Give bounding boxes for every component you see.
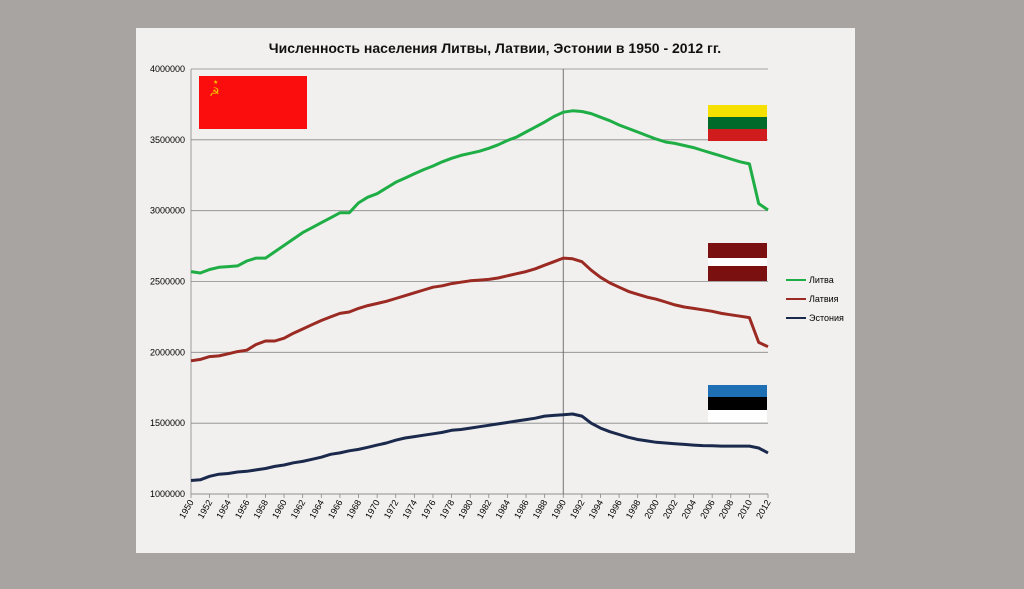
- chart-title: Численность населения Литвы, Латвии, Эст…: [269, 40, 721, 56]
- x-tick-label: 2000: [642, 498, 661, 520]
- x-tick-label: 2010: [735, 498, 754, 520]
- x-tick-label: 1988: [531, 498, 550, 520]
- legend-label: Латвия: [809, 294, 839, 304]
- x-tick-label: 1952: [196, 498, 215, 520]
- x-tick-label: 1996: [605, 498, 624, 520]
- x-tick-label: 1950: [177, 498, 196, 520]
- x-tick-label: 1994: [587, 498, 606, 520]
- series-line-Латвия: [190, 256, 769, 363]
- legend: Литва Латвия Эстония: [786, 275, 844, 323]
- ussr-flag: ☭ ★: [199, 76, 307, 129]
- x-tick-label: 1960: [270, 498, 289, 520]
- x-tick-label: 1968: [345, 498, 364, 520]
- x-tick-label: 1986: [512, 498, 531, 520]
- chart-card: Численность населения Литвы, Латвии, Эст…: [136, 28, 855, 553]
- y-tick-label: 1500000: [150, 418, 185, 428]
- legend-label: Эстония: [809, 313, 844, 323]
- x-tick-label: 1966: [326, 498, 345, 520]
- series-line-Эстония: [190, 412, 769, 482]
- x-tick-label: 1980: [456, 498, 475, 520]
- x-tick-label: 1972: [382, 498, 401, 520]
- y-tick-label: 2000000: [150, 347, 185, 357]
- legend-label: Литва: [809, 275, 834, 285]
- x-axis: 1950 1952 1954 1956 1958 1960 1962 1964 1966 1968…: [177, 493, 773, 520]
- y-axis: 1000000 1500000 2000000 2500000 3000000 35000…: [150, 64, 192, 499]
- estonia-flag: [708, 385, 767, 422]
- y-tick-label: 1000000: [150, 489, 185, 499]
- y-tick-label: 2500000: [150, 277, 185, 287]
- y-tick-label: 4000000: [150, 64, 185, 74]
- x-tick-label: 1962: [289, 498, 308, 520]
- x-tick-label: 2004: [680, 498, 699, 520]
- x-tick-label: 1958: [252, 498, 271, 520]
- x-tick-label: 1992: [568, 498, 587, 520]
- x-tick-label: 1964: [307, 498, 326, 520]
- gridlines: [191, 68, 768, 495]
- x-tick-label: 1970: [363, 498, 382, 520]
- x-tick-label: 1954: [214, 498, 233, 520]
- x-tick-label: 1990: [549, 498, 568, 520]
- series-lines: [190, 109, 769, 482]
- x-tick-label: 2012: [754, 498, 773, 520]
- x-tick-label: 2006: [698, 498, 717, 520]
- line-chart: Численность населения Литвы, Латвии, Эст…: [150, 40, 844, 520]
- x-tick-label: 1978: [438, 498, 457, 520]
- x-tick-label: 2008: [717, 498, 736, 520]
- x-tick-label: 1984: [493, 498, 512, 520]
- x-tick-label: 2002: [661, 498, 680, 520]
- latvia-flag: [708, 243, 767, 281]
- x-tick-label: 1998: [624, 498, 643, 520]
- x-tick-label: 1976: [419, 498, 438, 520]
- x-tick-label: 1982: [475, 498, 494, 520]
- lithuania-flag: [708, 105, 767, 141]
- hammer-sickle-icon: ☭: [209, 85, 220, 99]
- x-tick-label: 1974: [400, 498, 419, 520]
- y-tick-label: 3500000: [150, 135, 185, 145]
- x-tick-label: 1956: [233, 498, 252, 520]
- series-line-Литва: [190, 109, 769, 275]
- star-icon: ★: [213, 79, 218, 86]
- y-tick-label: 3000000: [150, 206, 185, 216]
